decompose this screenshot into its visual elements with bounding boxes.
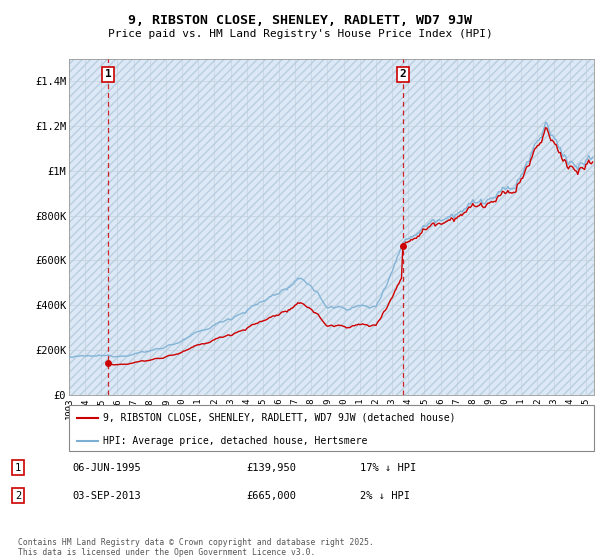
Text: HPI: Average price, detached house, Hertsmere: HPI: Average price, detached house, Hert… xyxy=(103,436,367,446)
Text: £665,000: £665,000 xyxy=(246,491,296,501)
Text: 1: 1 xyxy=(15,463,21,473)
Text: Price paid vs. HM Land Registry's House Price Index (HPI): Price paid vs. HM Land Registry's House … xyxy=(107,29,493,39)
Text: £139,950: £139,950 xyxy=(246,463,296,473)
Text: Contains HM Land Registry data © Crown copyright and database right 2025.
This d: Contains HM Land Registry data © Crown c… xyxy=(18,538,374,557)
Text: 2: 2 xyxy=(15,491,21,501)
Text: 06-JUN-1995: 06-JUN-1995 xyxy=(72,463,141,473)
Text: 9, RIBSTON CLOSE, SHENLEY, RADLETT, WD7 9JW: 9, RIBSTON CLOSE, SHENLEY, RADLETT, WD7 … xyxy=(128,14,472,27)
Text: 2% ↓ HPI: 2% ↓ HPI xyxy=(360,491,410,501)
Text: 03-SEP-2013: 03-SEP-2013 xyxy=(72,491,141,501)
Text: 2: 2 xyxy=(400,69,406,80)
Text: 1: 1 xyxy=(105,69,112,80)
Text: 9, RIBSTON CLOSE, SHENLEY, RADLETT, WD7 9JW (detached house): 9, RIBSTON CLOSE, SHENLEY, RADLETT, WD7 … xyxy=(103,413,455,423)
Text: 17% ↓ HPI: 17% ↓ HPI xyxy=(360,463,416,473)
